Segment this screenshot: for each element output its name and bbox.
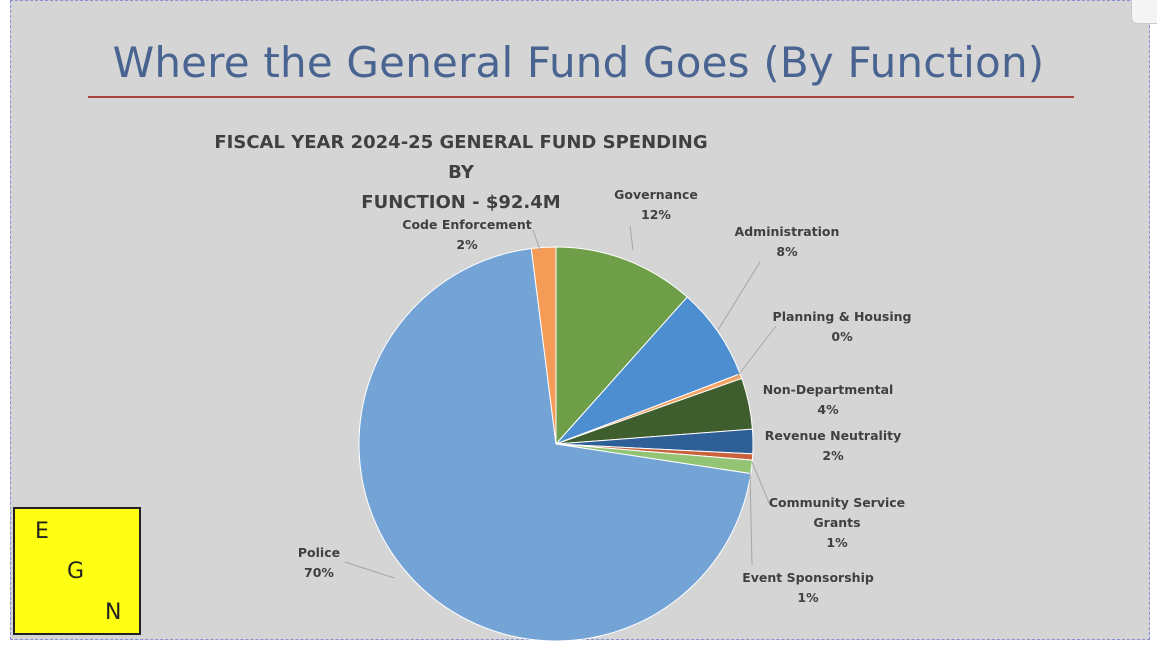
pie-slice-police [358,247,752,642]
egn-logo: E G N [13,507,141,635]
window-corner-tab[interactable] [1131,0,1157,24]
slice-label: Revenue Neutrality 2% [765,428,901,463]
slice-labels: Governance 12% Administration 8% Planning & … [298,187,912,605]
logo-letter-e: E [35,519,49,544]
pie-slice-governance [555,246,688,446]
pie-slice-code-enforcement [530,246,557,445]
logo-letter-n: N [105,600,122,625]
chart-title-line-2: FUNCTION - $92.4M [361,192,561,213]
slice-label: Non-Departmental 4% [763,382,894,417]
leader-line [344,561,395,579]
slice-label: Code Enforcement 2% [402,217,531,252]
slice-label: Administration 8% [735,224,840,259]
slide-title: Where the General Fund Goes (By Function… [112,38,1045,87]
pie-slices [358,246,754,642]
leader-line [532,229,541,251]
leader-line [749,471,753,566]
logo-letter-g: G [67,559,85,584]
chart-title-line-1: FISCAL YEAR 2024-25 GENERAL FUND SPENDIN… [214,132,708,183]
title-divider [88,96,1074,98]
slice-label: Community Service Grants 1% [769,495,905,550]
leader-line [717,261,761,331]
slice-label: Planning & Housing 0% [773,309,912,344]
slice-label: Police 70% [298,545,340,580]
chart-title: FISCAL YEAR 2024-25 GENERAL FUND SPENDIN… [205,128,717,218]
pie-slice-administration [555,296,741,445]
leader-line [735,325,777,379]
leader-lines [344,225,777,579]
slice-label: Governance 12% [614,187,698,222]
leader-line [751,461,771,506]
slice-label: Event Sponsorship 1% [742,570,874,605]
leader-line [629,225,634,251]
